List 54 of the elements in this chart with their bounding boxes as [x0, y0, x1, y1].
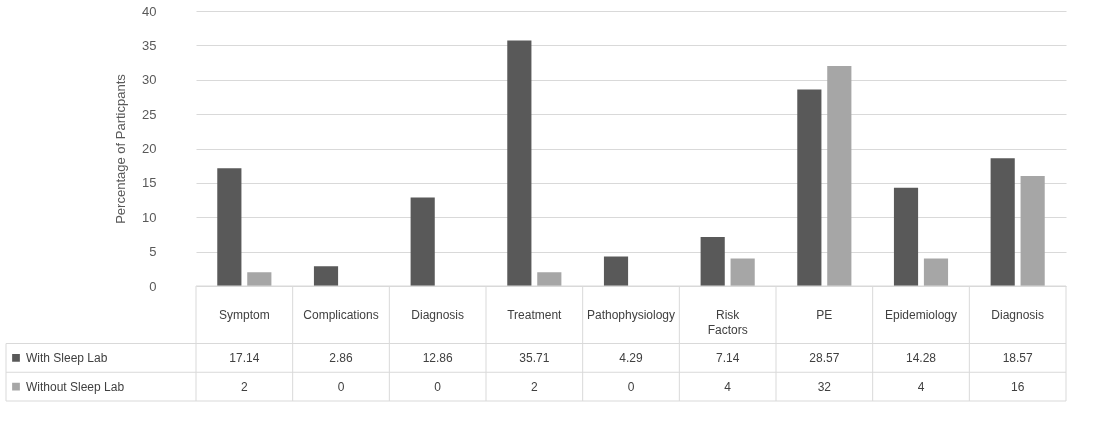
bar [730, 258, 755, 286]
x-tick-label: Diagnosis [991, 307, 1045, 322]
data-label: 2.86 [329, 350, 353, 365]
data-label: 4 [724, 379, 732, 394]
bar [893, 187, 919, 286]
y-tick-label: 0 [149, 278, 157, 294]
bar [537, 272, 562, 286]
data-label: 7.14 [715, 350, 740, 365]
y-tick-label: 40 [142, 3, 157, 19]
data-label: 0 [627, 379, 635, 394]
y-tick-label: 15 [142, 175, 157, 191]
x-tick-label: Diagnosis [411, 307, 465, 322]
data-label: 0 [434, 379, 442, 394]
bar [827, 66, 852, 286]
legend-label: With Sleep Lab [26, 350, 108, 365]
y-tick-label: 30 [142, 72, 157, 88]
x-tick-label: Complications [303, 307, 379, 322]
legend-label: Without Sleep Lab [26, 379, 125, 394]
data-label: 0 [337, 379, 345, 394]
bar [410, 197, 435, 286]
data-label: 18.57 [1002, 350, 1034, 365]
data-label: 14.28 [905, 350, 937, 365]
data-label: 12.86 [422, 350, 454, 365]
y-tick-label: 20 [142, 141, 157, 156]
x-tick-label: Treatment [507, 307, 563, 322]
bar [603, 256, 629, 286]
bar [797, 89, 822, 286]
data-label: 35.71 [519, 350, 550, 365]
data-label: 2 [530, 379, 538, 394]
y-axis-title: Percentage of Particpants [113, 73, 129, 224]
bar [247, 272, 272, 286]
y-tick-label: 25 [142, 106, 157, 122]
bar [990, 158, 1015, 286]
y-tick-label: 35 [142, 37, 157, 53]
data-label: 28.57 [809, 350, 840, 365]
bar [700, 236, 725, 286]
data-label: 17.14 [229, 350, 260, 365]
data-label: 4.29 [619, 350, 643, 365]
data-label: 4 [917, 379, 925, 394]
data-label: 32 [817, 379, 832, 394]
bar [507, 40, 532, 286]
bar [923, 258, 949, 286]
x-tick-label: PE [816, 307, 833, 322]
data-label: 2 [240, 379, 248, 394]
y-tick-label: 5 [149, 244, 157, 260]
y-tick-label: 10 [142, 209, 157, 225]
x-tick-label: Symptom [218, 307, 270, 322]
data-label: 16 [1010, 379, 1025, 394]
x-tick-label: Risk Factors [707, 307, 748, 337]
x-tick-label: Pathophysiology [586, 307, 676, 322]
bar [313, 266, 339, 286]
x-tick-label: Epidemiology [884, 307, 958, 322]
bar [1020, 176, 1045, 286]
bar [217, 168, 242, 286]
